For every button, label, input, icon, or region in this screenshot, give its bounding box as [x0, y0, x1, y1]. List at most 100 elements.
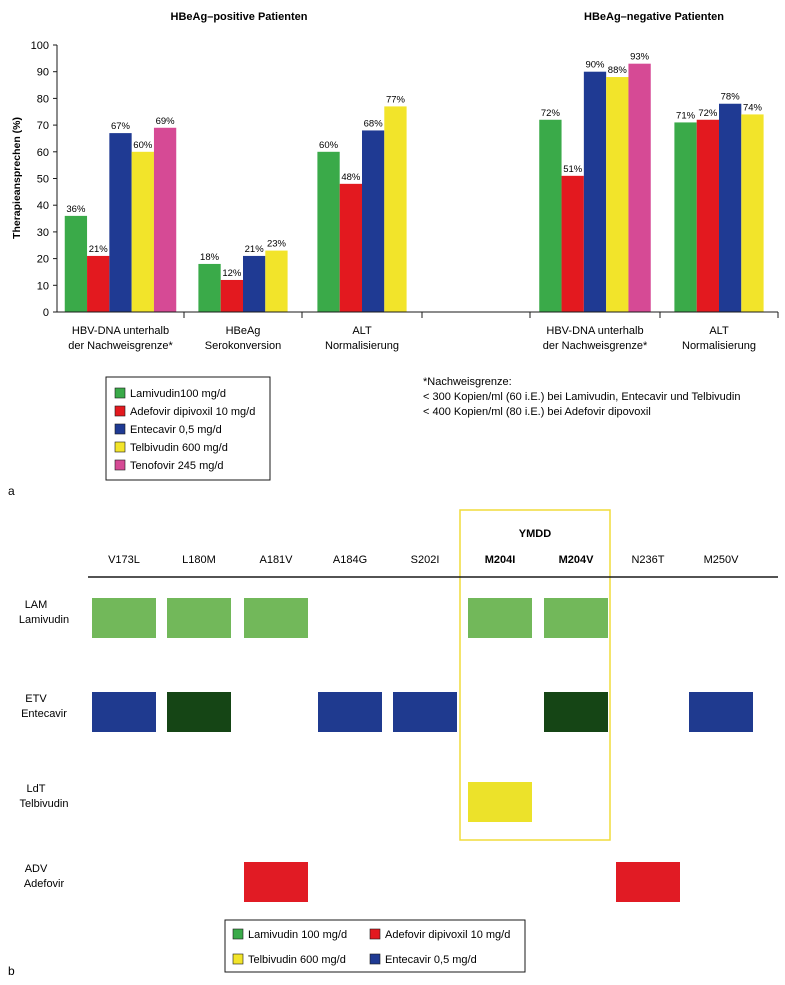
data-label: 36% — [66, 204, 86, 215]
panel-label-b: b — [8, 964, 15, 978]
bar — [384, 106, 407, 312]
y-tick-label: 20 — [37, 254, 49, 266]
bar — [265, 250, 288, 312]
y-tick-label: 10 — [37, 280, 49, 292]
category-label: ALT — [709, 325, 729, 337]
drug-name: Entecavir — [21, 708, 67, 720]
mutation-cell — [544, 692, 608, 732]
bar — [198, 263, 221, 312]
legend-entry: Tenofovir 245 mg/d — [130, 460, 224, 472]
mutation-header: V173L L180M A181V A184G S202I M204I M204V N236T… — [108, 554, 739, 566]
data-label: 60% — [133, 140, 153, 151]
y-tick-label: 30 — [37, 227, 49, 239]
legend-entry: Lamivudin 100 mg/d — [248, 929, 347, 941]
bar — [696, 119, 719, 312]
group-title-negative: HBeAg–negative Patienten — [584, 11, 724, 23]
footnote-line-1: *Nachweisgrenze: — [423, 376, 512, 388]
y-tick-label: 50 — [37, 174, 49, 186]
data-label: 74% — [743, 102, 763, 113]
drug-rows: LAM Lamivudin ETV Entecavir LdT Telbivudin ADV… — [19, 598, 753, 902]
data-label: 18% — [200, 252, 220, 263]
legend-swatch — [232, 928, 244, 940]
bar — [220, 279, 243, 312]
legend-swatch — [114, 459, 126, 471]
ymdd-header: YMDD — [519, 528, 551, 540]
data-label: 72% — [541, 108, 561, 119]
data-label: 21% — [89, 244, 109, 255]
panel-b: YMDD V173L L180M A181V A184G S202I M204I M204V… — [8, 509, 778, 978]
x-axis: HBV-DNA unterhalb der Nachweisgrenze* HBeA… — [57, 311, 779, 352]
category-label: der Nachweisgrenze* — [543, 340, 648, 352]
legend-swatch — [114, 405, 126, 417]
legend-swatch — [369, 928, 381, 940]
mutation-cell — [318, 692, 382, 732]
mutation-cell — [167, 692, 231, 732]
drug-abbrev: ADV — [25, 863, 48, 875]
bar — [583, 71, 607, 312]
legend-swatch — [369, 953, 381, 965]
footnote-line-2: < 300 Kopien/ml (60 i.E.) bei Lamivudin,… — [423, 391, 740, 403]
bar — [719, 103, 742, 313]
y-tick-label: 40 — [37, 200, 49, 212]
data-label: 21% — [245, 244, 265, 255]
group-title-positive: HBeAg–positive Patienten — [171, 11, 308, 23]
mutation-cell — [544, 598, 608, 638]
mutation-cell — [92, 598, 156, 638]
legend-swatch — [114, 441, 126, 453]
data-label: 93% — [630, 52, 650, 63]
data-label: 90% — [585, 60, 605, 71]
mutation-label: M204V — [559, 554, 595, 566]
data-label: 67% — [111, 121, 131, 132]
bar — [64, 215, 88, 312]
mutation-label: M204I — [485, 554, 516, 566]
y-tick-label: 100 — [31, 40, 49, 52]
data-label: 71% — [676, 110, 696, 121]
category-label: HBV-DNA unterhalb — [72, 325, 169, 337]
legend-box-a — [105, 376, 271, 481]
bar — [674, 122, 697, 313]
bar — [606, 77, 629, 312]
mutation-label: M250V — [704, 554, 740, 566]
panel-label-a: a — [8, 484, 15, 498]
legend-swatch — [114, 423, 126, 435]
bar — [243, 255, 266, 312]
y-tick-label: 80 — [37, 93, 49, 105]
bar — [628, 63, 651, 312]
y-axis: 0 10 20 30 40 50 60 70 80 90 100 — [31, 40, 58, 319]
mutation-label: L180M — [182, 554, 216, 566]
y-tick-label: 90 — [37, 67, 49, 79]
data-label: 77% — [386, 94, 406, 105]
bar — [109, 133, 132, 312]
category-label: Normalisierung — [682, 340, 756, 352]
y-tick-label: 60 — [37, 147, 49, 159]
data-label: 88% — [608, 65, 628, 76]
legend-b: Lamivudin 100 mg/d Adefovir dipivoxil 10 … — [232, 928, 510, 966]
mutation-cell — [616, 862, 680, 902]
legend-swatch — [232, 953, 244, 965]
data-label: 78% — [721, 92, 741, 103]
mutation-cell — [92, 692, 156, 732]
category-label: Normalisierung — [325, 340, 399, 352]
legend-entry: Entecavir 0,5 mg/d — [130, 424, 222, 436]
mutation-label: S202I — [411, 554, 440, 566]
mutation-label: N236T — [631, 554, 664, 566]
data-label: 48% — [341, 172, 361, 183]
drug-name: Telbivudin — [20, 798, 69, 810]
category-label: Serokonversion — [205, 340, 281, 352]
bar — [153, 127, 177, 313]
data-label: 72% — [698, 108, 718, 119]
bars: 36%21%67%60%69%18%12%21% 23%60%48%68%77%7… — [64, 52, 764, 313]
legend-entry: Lamivudin100 mg/d — [130, 388, 226, 400]
mutation-cell — [244, 598, 308, 638]
bar — [87, 255, 110, 312]
data-label: 51% — [563, 164, 583, 175]
bar — [561, 175, 584, 312]
footnote-line-3: < 400 Kopien/ml (80 i.E.) bei Adefovir d… — [423, 406, 651, 418]
legend-entry: Adefovir dipivoxil 10 mg/d — [130, 406, 255, 418]
mutation-cell — [167, 598, 231, 638]
ymdd-frame — [459, 509, 611, 841]
legend-swatch — [114, 387, 126, 399]
bar — [131, 151, 154, 312]
mutation-cell — [468, 598, 532, 638]
